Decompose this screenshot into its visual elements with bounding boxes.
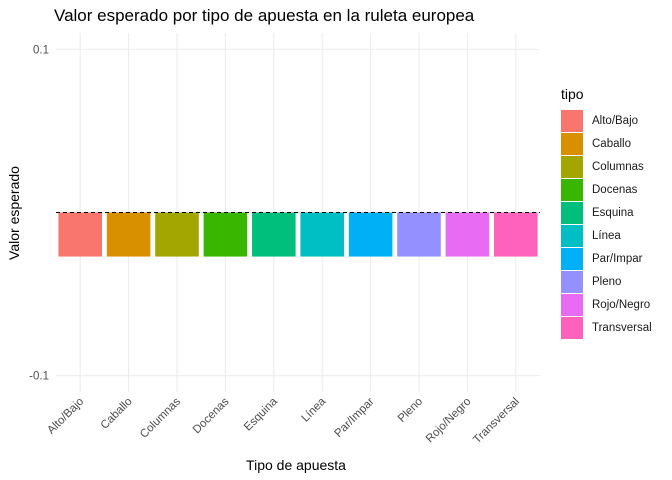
legend-label: Esquina	[592, 206, 634, 219]
x-tick-label: Columnas	[138, 395, 183, 440]
x-tick-label: Alto/Bajo	[45, 396, 86, 437]
legend-item: Transversal	[561, 316, 652, 339]
legend-swatch	[561, 270, 583, 293]
legend-label: Rojo/Negro	[592, 298, 651, 311]
bar-línea	[300, 212, 344, 257]
x-tick-label: Caballo	[99, 396, 135, 432]
legend-swatch	[561, 155, 583, 178]
legend-swatch	[561, 316, 583, 339]
legend-swatch	[561, 247, 583, 270]
bar-par-impar	[348, 212, 393, 257]
bar-columnas	[155, 212, 199, 257]
x-axis-label-text: Tipo de apuesta	[246, 457, 346, 473]
legend-label: Línea	[592, 229, 621, 242]
y-axis-label: Valor esperado	[6, 166, 22, 260]
legend-label: Par/Impar	[592, 252, 643, 265]
x-tick-label: Par/Impar	[333, 396, 377, 440]
legend-item: Docenas	[561, 178, 652, 201]
y-tick-label: 0.1	[33, 44, 49, 56]
bar-pleno	[397, 212, 441, 257]
y-tick-label: -0.1	[29, 371, 49, 383]
x-tick-label: Rojo/Negro	[424, 396, 474, 446]
legend-label: Pleno	[592, 275, 622, 288]
legend-label: Alto/Bajo	[592, 114, 639, 127]
legend-item: Línea	[561, 224, 652, 247]
chart-title: Valor esperado por tipo de apuesta en la…	[54, 6, 475, 25]
legend-label: Columnas	[592, 160, 644, 173]
x-tick-label: Transversal	[471, 396, 522, 447]
legend-item: Par/Impar	[561, 247, 652, 270]
bar-rojo-negro	[445, 212, 490, 257]
legend-title: tipo	[561, 86, 584, 102]
legend-item: Alto/Bajo	[561, 109, 652, 132]
bar-transversal	[494, 212, 538, 257]
legend-label: Caballo	[592, 137, 631, 150]
bar-esquina	[252, 212, 296, 257]
legend-item: Esquina	[561, 201, 652, 224]
legend-items: Alto/Bajo Caballo Columnas Docenas Esquina Lí…	[561, 109, 652, 339]
legend-swatch	[561, 178, 583, 201]
legend-swatch	[561, 201, 583, 224]
bar-caballo	[106, 212, 151, 257]
x-tick-label: Línea	[299, 395, 328, 424]
bar-docenas	[203, 212, 248, 257]
legend-swatch	[561, 132, 583, 155]
legend-item: Pleno	[561, 270, 652, 293]
legend-swatch	[561, 224, 583, 247]
legend-swatch	[561, 109, 583, 132]
bar-alto-bajo	[58, 212, 102, 257]
legend-label: Docenas	[592, 183, 638, 196]
legend: tipo Alto/Bajo Caballo Columnas Docenas Esqu…	[561, 86, 652, 339]
legend-item: Rojo/Negro	[561, 293, 652, 316]
x-tick-label: Esquina	[242, 395, 280, 433]
legend-swatch	[561, 293, 583, 316]
x-tick-label: Docenas	[191, 395, 232, 436]
legend-item: Columnas	[561, 155, 652, 178]
legend-label: Transversal	[592, 321, 652, 334]
x-tick-label: Pleno	[396, 396, 425, 425]
legend-item: Caballo	[561, 132, 652, 155]
